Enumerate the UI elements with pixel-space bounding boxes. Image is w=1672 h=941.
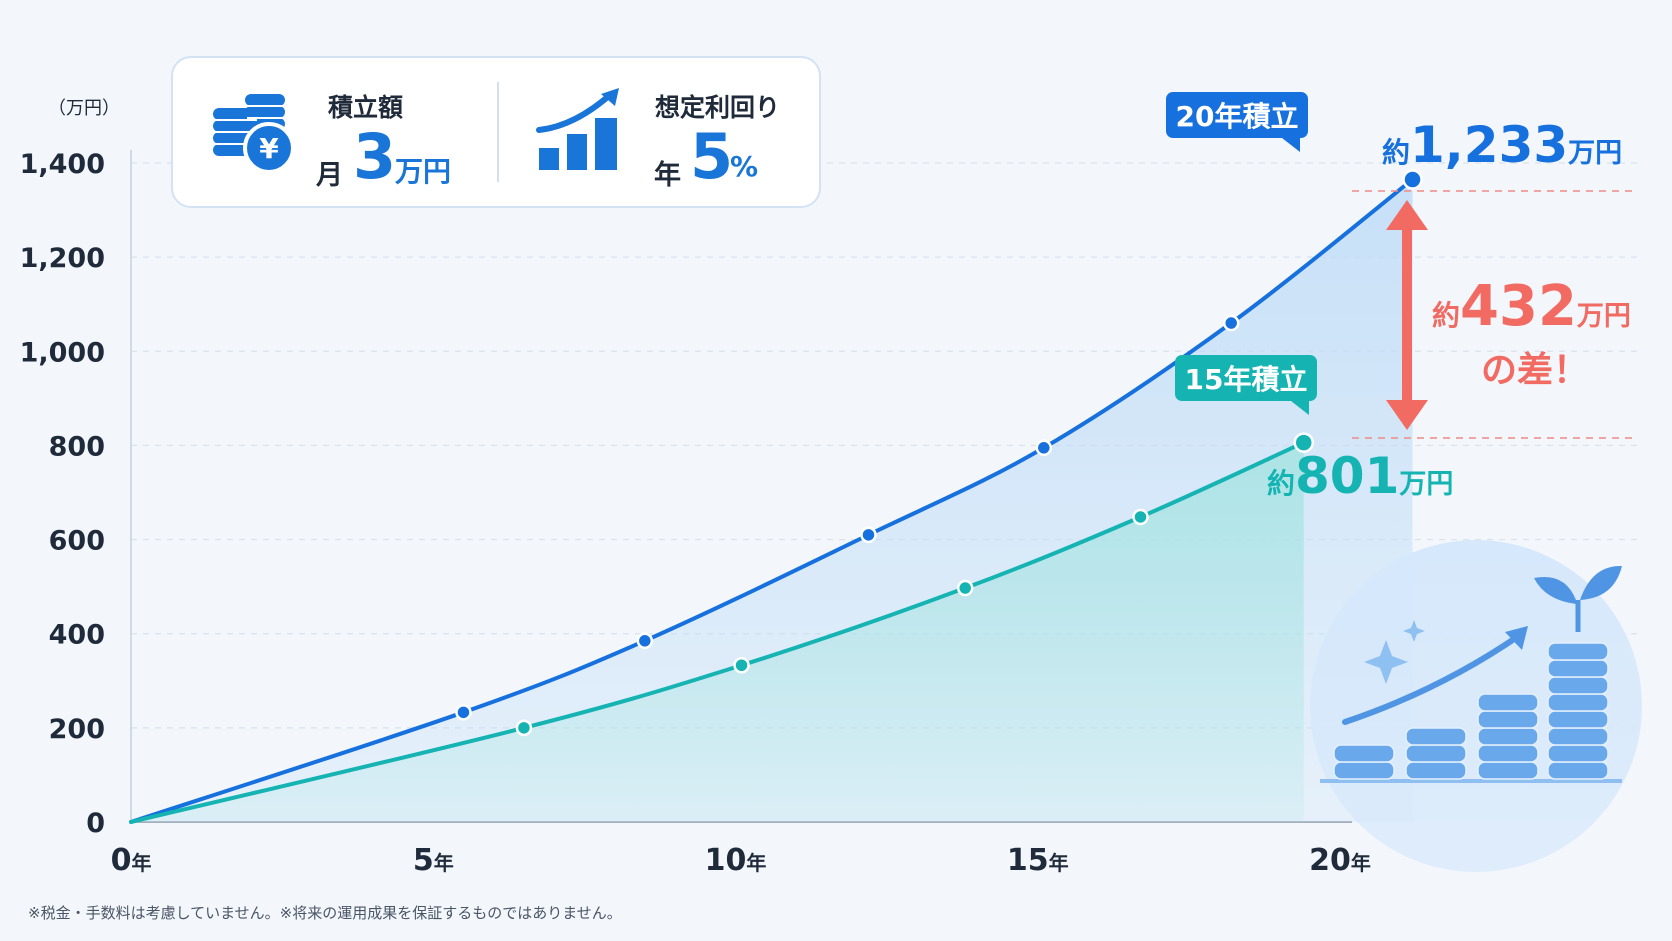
series-20yr-point xyxy=(1035,439,1053,457)
disclaimer-footnote: ※税金・手数料は考慮していません。※将来の運用成果を保証するものではありません。 xyxy=(28,904,622,922)
total-20yr-label: 約1,233万円 xyxy=(1382,116,1622,174)
coin xyxy=(1547,727,1609,746)
series-20yr-point xyxy=(636,632,654,650)
illustration-arrow xyxy=(1342,632,1523,725)
tag-20yr: 20年積立 xyxy=(1166,92,1308,152)
coin xyxy=(1405,761,1467,780)
y-tick-label: 1,400 xyxy=(20,149,105,180)
coin xyxy=(1547,659,1609,678)
coin xyxy=(1405,744,1467,763)
series-20yr-point xyxy=(860,526,877,544)
diff-caption: の差！ xyxy=(1481,350,1589,391)
x-tick-label: 20年 xyxy=(1309,843,1371,878)
plant-leaf-right xyxy=(1580,565,1622,600)
assumption-panel: ¥ 積立額 月 3 万円 想定利回り 年 5 % xyxy=(171,56,821,208)
rate-prefix: 年 xyxy=(654,160,681,191)
coin xyxy=(1477,761,1539,780)
tag-15yr: 15年積立 xyxy=(1175,355,1317,415)
y-tick-label: 1,000 xyxy=(20,337,105,368)
coin xyxy=(1547,693,1609,712)
monthly-prefix: 月 xyxy=(316,160,343,191)
series-20yr-point xyxy=(1402,169,1423,190)
sparkle-icon xyxy=(1403,620,1425,642)
coin xyxy=(1547,676,1609,695)
diff-arrow-head-down xyxy=(1386,400,1428,430)
coin xyxy=(1333,761,1395,780)
y-tick-label: 800 xyxy=(49,431,105,462)
svg-text:¥: ¥ xyxy=(259,132,279,165)
series-20yr-point xyxy=(455,704,472,721)
illustration-circle xyxy=(1310,540,1642,872)
x-tick-label: 15年 xyxy=(1007,843,1069,878)
series-15yr-point xyxy=(1293,432,1314,453)
series-15yr-point xyxy=(733,657,750,674)
monthly-value: 3 xyxy=(353,120,397,193)
y-axis-label: （万円） xyxy=(48,98,120,119)
coin xyxy=(1547,744,1609,763)
x-tick-label: 0年 xyxy=(111,843,152,878)
panel-divider xyxy=(497,82,499,182)
coin xyxy=(1333,744,1395,763)
bar-chart-up-icon xyxy=(535,86,625,180)
coin xyxy=(1547,710,1609,729)
y-tick-label: 0 xyxy=(86,808,105,839)
series-15yr-point xyxy=(1132,508,1149,526)
rate-label: 想定利回り xyxy=(655,93,781,122)
x-tick-label: 5年 xyxy=(413,843,454,878)
monthly-unit: 万円 xyxy=(395,155,452,188)
coin xyxy=(1477,693,1539,712)
coins-yen-icon: ¥ xyxy=(209,88,299,182)
rate-unit: % xyxy=(730,150,759,183)
diff-arrow-head-up xyxy=(1386,200,1428,230)
series-tag-label: 20年積立 xyxy=(1176,100,1299,133)
rate-value: 5 xyxy=(690,120,734,193)
y-tick-label: 200 xyxy=(49,714,105,745)
illustration-arrow-head xyxy=(1505,626,1528,650)
diff-value-label: 約432万円 xyxy=(1432,274,1631,339)
series-15yr-point xyxy=(515,719,533,737)
sparkle-icon xyxy=(1364,640,1408,684)
coin xyxy=(1547,761,1609,780)
series-15yr-point xyxy=(956,579,974,597)
coin xyxy=(1477,727,1539,746)
coin xyxy=(1477,710,1539,729)
y-tick-label: 400 xyxy=(49,620,105,651)
y-tick-label: 1,200 xyxy=(20,243,105,274)
series-20yr-point xyxy=(1222,314,1240,332)
x-tick-label: 10年 xyxy=(705,843,767,878)
coin xyxy=(1477,744,1539,763)
monthly-label: 積立額 xyxy=(328,93,404,122)
total-15yr-label: 約801万円 xyxy=(1267,447,1453,505)
coin xyxy=(1405,727,1467,746)
coin xyxy=(1547,642,1609,661)
series-15yr-area xyxy=(131,442,1304,822)
series-tag-label: 15年積立 xyxy=(1185,363,1308,396)
y-tick-label: 600 xyxy=(49,526,105,557)
growth-illustration xyxy=(1310,540,1642,872)
plant-leaf-left xyxy=(1534,576,1576,604)
